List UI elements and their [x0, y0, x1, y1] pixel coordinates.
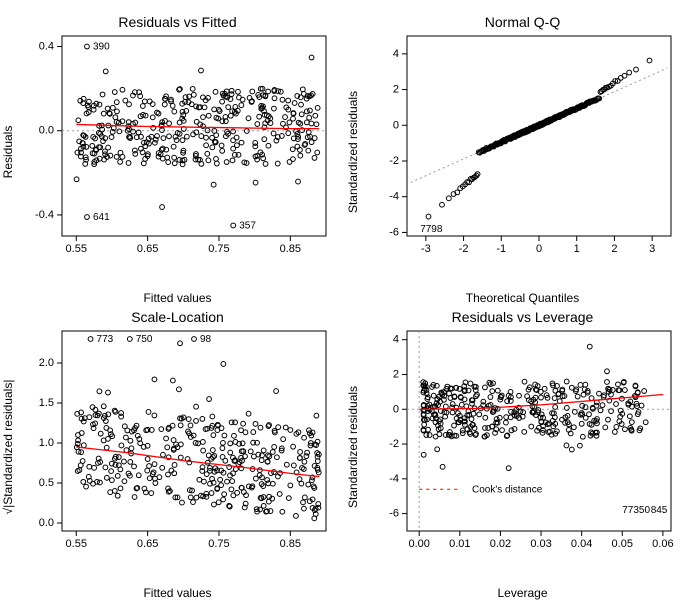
svg-text:-3: -3 [421, 243, 431, 255]
panel-title: Residuals vs Fitted [14, 14, 341, 30]
svg-text:98: 98 [200, 334, 212, 345]
panel-residuals-vs-fitted: Residuals vs Fitted Residuals Fitted val… [14, 18, 341, 285]
svg-text:-4: -4 [389, 473, 399, 485]
svg-text:-0.4: -0.4 [35, 209, 54, 221]
svg-text:390: 390 [93, 42, 110, 53]
plot-svg: 0.00 0.01 0.02 0.03 0.04 0.05 0.06 -6 -4 -2 0 2 4 Coo… [359, 313, 677, 561]
panel-title: Normal Q-Q [359, 14, 686, 30]
svg-text:-4: -4 [389, 191, 399, 203]
x-axis-label: Theoretical Quantiles [359, 291, 686, 305]
svg-text:0.55: 0.55 [66, 538, 87, 550]
svg-text:0.03: 0.03 [530, 538, 551, 550]
svg-text:0.02: 0.02 [490, 538, 511, 550]
svg-text:0: 0 [393, 119, 399, 131]
svg-text:Cook's distance: Cook's distance [472, 484, 543, 495]
plot-svg: 0.55 0.65 0.75 0.85 0.0 0.5 1.0 1.5 2.0 773 750 98 [14, 313, 332, 561]
svg-text:7798: 7798 [420, 224, 443, 235]
svg-text:750: 750 [136, 334, 153, 345]
svg-text:0.06: 0.06 [652, 538, 673, 550]
svg-text:4: 4 [393, 334, 399, 346]
panel-title: Residuals vs Leverage [359, 309, 686, 325]
svg-text:0.04: 0.04 [571, 538, 592, 550]
svg-text:0.01: 0.01 [449, 538, 470, 550]
panel-scale-location: Scale-Location √|Standardized residuals|… [14, 313, 341, 580]
y-axis-label: Standardized residuals [346, 385, 360, 507]
svg-text:0.85: 0.85 [280, 538, 301, 550]
svg-text:641: 641 [93, 212, 110, 223]
diagnostic-plot-grid: Residuals vs Fitted Residuals Fitted val… [0, 0, 700, 602]
svg-text:-2: -2 [389, 155, 399, 167]
svg-text:-6: -6 [389, 508, 399, 520]
svg-text:0.75: 0.75 [208, 538, 229, 550]
svg-text:1: 1 [574, 243, 580, 255]
x-axis-label: Fitted values [14, 291, 341, 305]
x-axis-label: Fitted values [14, 586, 341, 600]
svg-text:773: 773 [97, 334, 114, 345]
panel-residuals-vs-leverage: Residuals vs Leverage Standardized resid… [359, 313, 686, 580]
svg-text:2: 2 [393, 368, 399, 380]
panel-normal-qq: Normal Q-Q Standardized residuals Theore… [359, 18, 686, 285]
svg-text:0: 0 [536, 243, 542, 255]
svg-text:0.4: 0.4 [39, 41, 54, 53]
svg-text:0.55: 0.55 [66, 243, 87, 255]
y-axis-label: Residuals [1, 125, 15, 178]
svg-text:-6: -6 [389, 226, 399, 238]
svg-text:-1: -1 [496, 243, 506, 255]
svg-text:3: 3 [649, 243, 655, 255]
svg-text:1.0: 1.0 [39, 437, 54, 449]
plot-svg: 0.55 0.65 0.75 0.85 -0.4 0.0 0.4 390 641 357 [14, 18, 332, 266]
svg-text:4: 4 [393, 48, 399, 60]
x-axis-label: Leverage [359, 586, 686, 600]
svg-text:0.85: 0.85 [280, 243, 301, 255]
panel-title: Scale-Location [14, 309, 341, 325]
svg-text:357: 357 [239, 220, 256, 231]
svg-text:1.5: 1.5 [39, 397, 54, 409]
svg-text:77350: 77350 [622, 505, 650, 516]
svg-text:2: 2 [611, 243, 617, 255]
y-axis-label: Standardized residuals [346, 90, 360, 212]
svg-text:2: 2 [393, 84, 399, 96]
svg-text:-2: -2 [459, 243, 469, 255]
svg-text:0.65: 0.65 [137, 243, 158, 255]
svg-text:2.0: 2.0 [39, 357, 54, 369]
svg-text:0.65: 0.65 [137, 538, 158, 550]
svg-text:0.0: 0.0 [39, 125, 54, 137]
plot-svg: -3 -2 -1 0 1 2 3 -6 -4 -2 0 2 4 7798 [359, 18, 677, 266]
y-axis-label: √|Standardized residuals| [1, 379, 15, 514]
svg-text:0: 0 [393, 403, 399, 415]
svg-text:845: 845 [651, 505, 668, 516]
svg-text:-2: -2 [389, 438, 399, 450]
svg-text:0.0: 0.0 [39, 517, 54, 529]
svg-text:0.00: 0.00 [408, 538, 429, 550]
svg-text:0.05: 0.05 [612, 538, 633, 550]
svg-text:0.75: 0.75 [208, 243, 229, 255]
svg-text:0.5: 0.5 [39, 477, 54, 489]
